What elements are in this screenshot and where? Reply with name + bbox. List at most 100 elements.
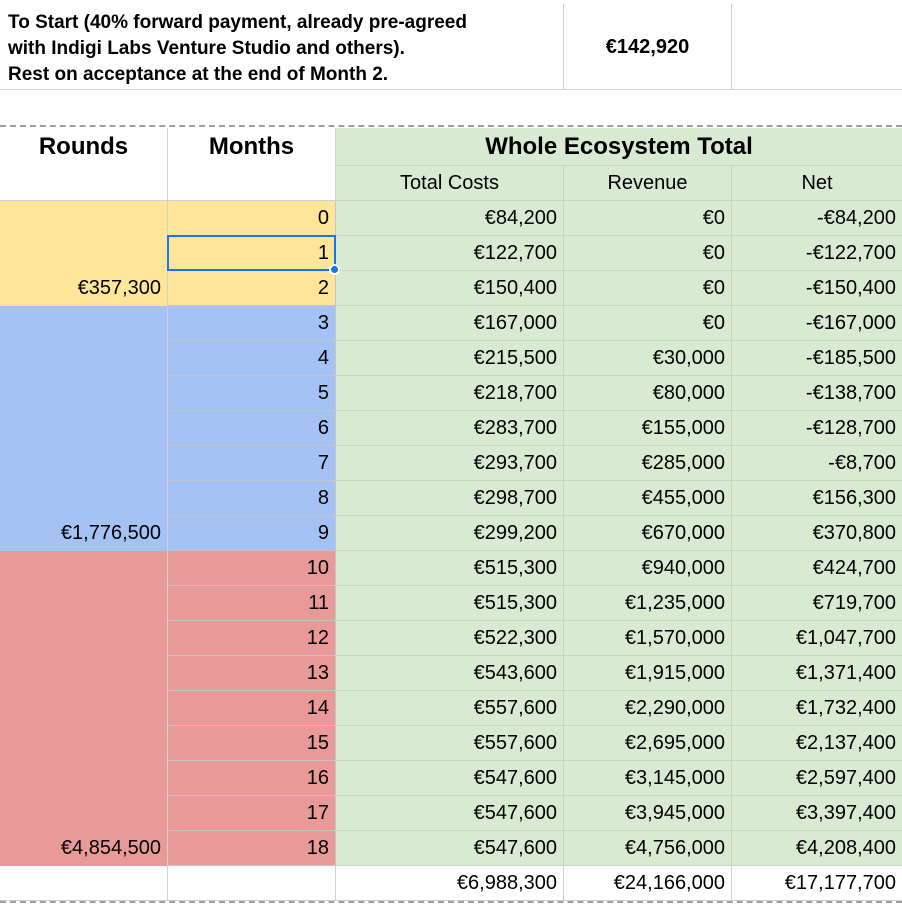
header-rounds[interactable]: Rounds xyxy=(0,128,168,166)
total-cost-cell[interactable]: €293,700 xyxy=(336,446,564,481)
revenue-cell[interactable]: €1,570,000 xyxy=(564,621,732,656)
net-cell[interactable]: -€138,700 xyxy=(732,376,902,411)
total-cost-cell[interactable]: €557,600 xyxy=(336,691,564,726)
revenue-cell[interactable]: €2,695,000 xyxy=(564,726,732,761)
month-cell[interactable]: 13 xyxy=(168,656,336,691)
header-whole-ecosystem-total[interactable]: Whole Ecosystem Total xyxy=(336,128,902,166)
net-cell[interactable]: €4,208,400 xyxy=(732,831,902,866)
note-cell[interactable]: To Start (40% forward payment, already p… xyxy=(0,4,564,90)
month-cell[interactable]: 9 xyxy=(168,516,336,551)
empty-cell[interactable] xyxy=(0,166,168,201)
revenue-cell[interactable]: €940,000 xyxy=(564,551,732,586)
net-cell[interactable]: €1,371,400 xyxy=(732,656,902,691)
total-cost-cell[interactable]: €547,600 xyxy=(336,831,564,866)
total-cost-cell[interactable]: €547,600 xyxy=(336,761,564,796)
net-cell[interactable]: €1,732,400 xyxy=(732,691,902,726)
revenue-cell[interactable]: €1,235,000 xyxy=(564,586,732,621)
revenue-cell[interactable]: €0 xyxy=(564,271,732,306)
empty-cell[interactable] xyxy=(0,866,168,901)
total-cost-cell[interactable]: €515,300 xyxy=(336,586,564,621)
month-cell[interactable]: 10 xyxy=(168,551,336,586)
month-cell[interactable]: 12 xyxy=(168,621,336,656)
net-cell[interactable]: -€122,700 xyxy=(732,236,902,271)
round-2-total[interactable]: €1,776,500 xyxy=(0,306,168,551)
revenue-cell[interactable]: €0 xyxy=(564,236,732,271)
month-cell[interactable]: 17 xyxy=(168,796,336,831)
header-revenue[interactable]: Revenue xyxy=(564,166,732,201)
cell-selection[interactable] xyxy=(167,235,336,271)
month-cell[interactable]: 2 xyxy=(168,271,336,306)
net-cell[interactable]: €424,700 xyxy=(732,551,902,586)
note-line-1: To Start (40% forward payment, already p… xyxy=(8,12,467,33)
empty-cell[interactable] xyxy=(732,4,902,90)
net-cell[interactable]: -€128,700 xyxy=(732,411,902,446)
fill-handle[interactable] xyxy=(329,264,340,275)
empty-cell[interactable] xyxy=(168,866,336,901)
month-cell[interactable]: 7 xyxy=(168,446,336,481)
total-cost-cell[interactable]: €557,600 xyxy=(336,726,564,761)
month-cell[interactable]: 8 xyxy=(168,481,336,516)
revenue-cell[interactable]: €155,000 xyxy=(564,411,732,446)
net-cell[interactable]: -€8,700 xyxy=(732,446,902,481)
total-cost-cell[interactable]: €150,400 xyxy=(336,271,564,306)
net-cell[interactable]: €156,300 xyxy=(732,481,902,516)
round-1-total[interactable]: €357,300 xyxy=(0,201,168,306)
revenue-cell[interactable]: €285,000 xyxy=(564,446,732,481)
revenue-cell[interactable]: €3,145,000 xyxy=(564,761,732,796)
net-cell[interactable]: -€84,200 xyxy=(732,201,902,236)
net-cell[interactable]: €1,047,700 xyxy=(732,621,902,656)
month-cell[interactable]: 3 xyxy=(168,306,336,341)
total-cost-cell[interactable]: €283,700 xyxy=(336,411,564,446)
total-cost-cell[interactable]: €298,700 xyxy=(336,481,564,516)
total-cost-cell[interactable]: €299,200 xyxy=(336,516,564,551)
revenue-cell[interactable]: €0 xyxy=(564,306,732,341)
net-cell[interactable]: €2,137,400 xyxy=(732,726,902,761)
forward-payment-amount[interactable]: €142,920 xyxy=(564,4,732,90)
header-net[interactable]: Net xyxy=(732,166,902,201)
net-cell[interactable]: €370,800 xyxy=(732,516,902,551)
net-cell[interactable]: -€185,500 xyxy=(732,341,902,376)
month-cell[interactable]: 15 xyxy=(168,726,336,761)
total-costs-sum[interactable]: €6,988,300 xyxy=(336,866,564,901)
revenue-cell[interactable]: €2,290,000 xyxy=(564,691,732,726)
total-net-sum[interactable]: €17,177,700 xyxy=(732,866,902,901)
total-revenue-sum[interactable]: €24,166,000 xyxy=(564,866,732,901)
total-cost-cell[interactable]: €543,600 xyxy=(336,656,564,691)
revenue-cell[interactable]: €0 xyxy=(564,201,732,236)
month-cell[interactable]: 18 xyxy=(168,831,336,866)
total-cost-cell[interactable]: €547,600 xyxy=(336,796,564,831)
month-cell[interactable]: 11 xyxy=(168,586,336,621)
net-cell[interactable]: -€150,400 xyxy=(732,271,902,306)
net-cell[interactable]: €719,700 xyxy=(732,586,902,621)
revenue-cell[interactable]: €30,000 xyxy=(564,341,732,376)
total-cost-cell[interactable]: €215,500 xyxy=(336,341,564,376)
revenue-cell[interactable]: €80,000 xyxy=(564,376,732,411)
month-cell[interactable]: 5 xyxy=(168,376,336,411)
net-cell[interactable]: €2,597,400 xyxy=(732,761,902,796)
total-cost-cell[interactable]: €218,700 xyxy=(336,376,564,411)
month-cell[interactable]: 16 xyxy=(168,761,336,796)
revenue-cell[interactable]: €4,756,000 xyxy=(564,831,732,866)
revenue-cell[interactable]: €3,945,000 xyxy=(564,796,732,831)
empty-row[interactable] xyxy=(0,90,902,124)
month-cell[interactable]: 14 xyxy=(168,691,336,726)
revenue-cell[interactable]: €455,000 xyxy=(564,481,732,516)
net-cell[interactable]: €3,397,400 xyxy=(732,796,902,831)
empty-cell[interactable] xyxy=(168,166,336,201)
revenue-cell[interactable]: €1,915,000 xyxy=(564,656,732,691)
round-3-total[interactable]: €4,854,500 xyxy=(0,551,168,866)
header-total-costs[interactable]: Total Costs xyxy=(336,166,564,201)
total-cost-cell[interactable]: €84,200 xyxy=(336,201,564,236)
total-cost-cell[interactable]: €122,700 xyxy=(336,236,564,271)
header-months[interactable]: Months xyxy=(168,128,336,166)
total-cost-cell[interactable]: €515,300 xyxy=(336,551,564,586)
month-cell[interactable]: 4 xyxy=(168,341,336,376)
total-cost-cell[interactable]: €167,000 xyxy=(336,306,564,341)
note-line-3: Rest on acceptance at the end of Month 2… xyxy=(8,64,389,85)
revenue-cell[interactable]: €670,000 xyxy=(564,516,732,551)
month-cell[interactable]: 6 xyxy=(168,411,336,446)
net-cell[interactable]: -€167,000 xyxy=(732,306,902,341)
month-cell[interactable]: 0 xyxy=(168,201,336,236)
total-cost-cell[interactable]: €522,300 xyxy=(336,621,564,656)
